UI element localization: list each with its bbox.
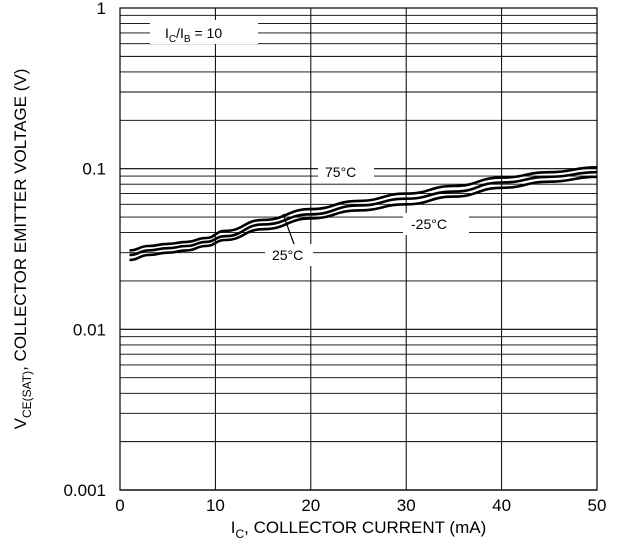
x-tick-label: 50 <box>588 496 607 515</box>
x-tick-label: 20 <box>301 496 320 515</box>
x-tick-label: 30 <box>397 496 416 515</box>
condition-box <box>150 20 258 44</box>
x-tick-label: 10 <box>206 496 225 515</box>
plot-frame <box>119 7 598 491</box>
y-tick-label: 0.001 <box>63 481 106 500</box>
series-line <box>129 166 598 252</box>
annotations: IC/IB = 10 75°C 25°C -25°C <box>150 20 469 266</box>
series-line <box>129 170 598 257</box>
y-tick-label: 1 <box>97 0 106 18</box>
series-label-box <box>265 244 313 266</box>
series-label-box <box>318 161 374 183</box>
condition-label: IC/IB = 10 <box>165 25 222 45</box>
x-axis-label: IC, COLLECTOR CURRENT (mA) <box>231 518 487 541</box>
y-tick-labels: 0.001 0.01 0.1 1 <box>63 0 106 500</box>
series-label-box <box>403 213 469 235</box>
x-tick-label: 0 <box>115 496 124 515</box>
series-line <box>129 175 598 262</box>
series-label: 25°C <box>272 247 303 263</box>
y-tick-label: 0.1 <box>82 160 106 179</box>
label-leader-line <box>282 213 295 245</box>
x-tick-labels: 0 10 20 30 40 50 <box>115 496 606 515</box>
series-label: 75°C <box>325 164 356 180</box>
x-tick-label: 40 <box>492 496 511 515</box>
y-axis-label: VCE(SAT), COLLECTOR EMITTER VOLTAGE (V) <box>11 69 34 430</box>
y-tick-label: 0.01 <box>73 320 106 339</box>
series-label: -25°C <box>411 216 447 232</box>
